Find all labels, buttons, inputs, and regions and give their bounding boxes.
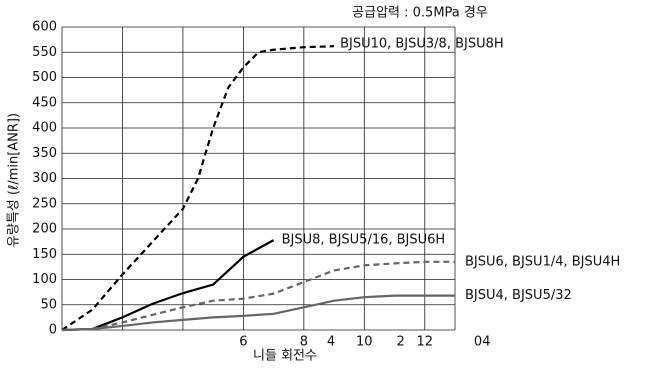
x-axis-label: 니들 회전수: [253, 349, 317, 364]
y-tick-label: 350: [32, 146, 57, 161]
y-tick-label: 50: [40, 297, 57, 312]
y-tick-label: 200: [32, 222, 57, 237]
series-label: BJSU10, BJSU3/8, BJSU8H: [340, 37, 504, 52]
x2-tick-label: 2: [396, 335, 404, 350]
line-series: [61, 260, 455, 332]
y-tick-label: 550: [32, 45, 57, 60]
y-axis-label: 유량특성 (ℓ/min[ANR]): [7, 113, 22, 247]
line-series: [61, 45, 335, 331]
x2-tick-label: 04: [474, 335, 491, 350]
line-series: [61, 294, 455, 332]
y-tick-label: 400: [32, 121, 57, 136]
series-label: BJSU8, BJSU5/16, BJSU6H: [282, 233, 446, 248]
x-tick-label: 8: [300, 335, 308, 350]
y-tick-label: 500: [32, 70, 57, 85]
y-tick-label: 250: [32, 196, 57, 211]
annotation: 공급압력 : 0.5MPa 경우: [352, 6, 488, 21]
y-tick-label: 0: [49, 323, 57, 338]
y-tick-label: 600: [32, 20, 57, 35]
x-tick-label: 6: [239, 335, 247, 350]
series-label: BJSU4, BJSU5/32: [465, 288, 572, 303]
series-label: BJSU6, BJSU1/4, BJSU4H: [465, 254, 620, 269]
x2-tick-label: 4: [327, 335, 335, 350]
y-tick-label: 150: [32, 247, 57, 262]
y-tick-label: 300: [32, 171, 57, 186]
y-tick-label: 100: [32, 272, 57, 287]
x-tick-label: 10: [356, 335, 373, 350]
y-tick-label: 450: [32, 95, 57, 110]
x-tick-label: 12: [416, 335, 433, 350]
